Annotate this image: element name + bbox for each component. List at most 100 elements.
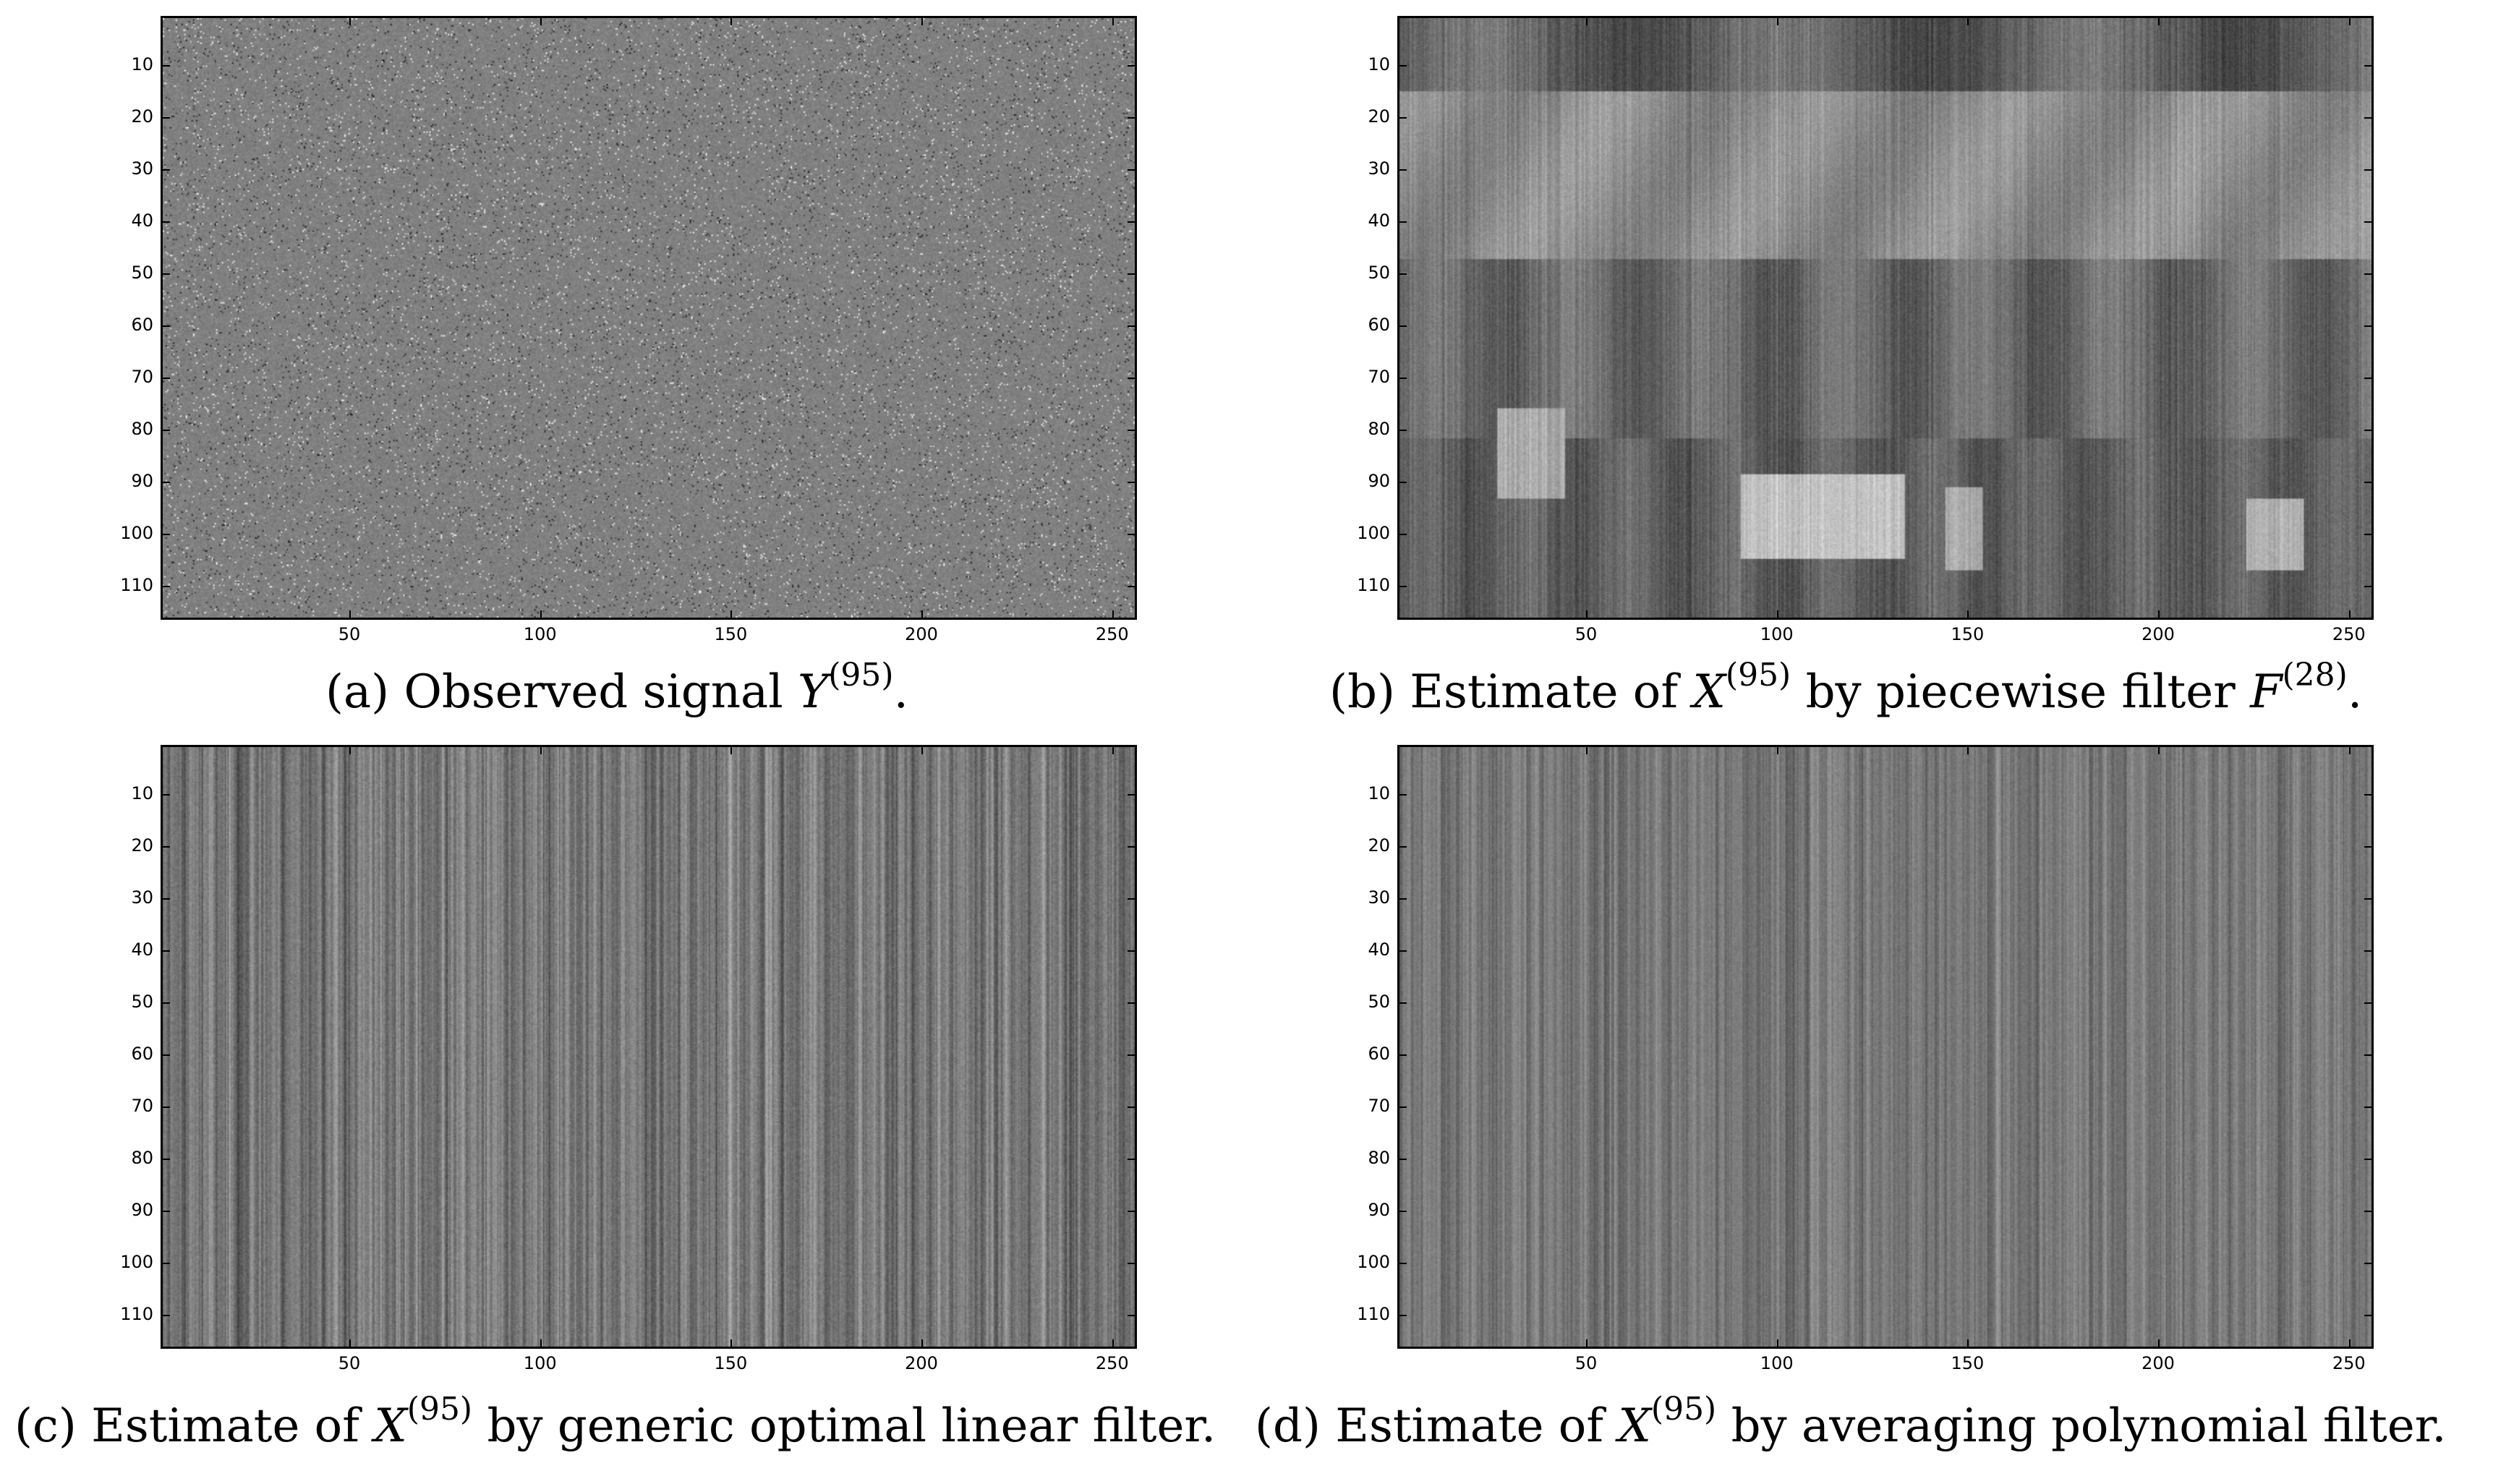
- x-tick-label: 150: [714, 1353, 748, 1373]
- caption-c: (c) Estimate of X(95) by generic optimal…: [14, 1394, 1216, 1454]
- y-tick-label: 50: [131, 992, 153, 1012]
- x-tick-mark: [2348, 18, 2351, 25]
- y-tick-label: 90: [1368, 471, 1390, 492]
- y-tick-label: 20: [1368, 835, 1390, 856]
- y-tick-label: 110: [120, 575, 153, 596]
- y-tick-mark: [1128, 1159, 1135, 1161]
- caption-d: (d) Estimate of X(95) by averaging polyn…: [1255, 1394, 2447, 1454]
- x-tick-mark: [921, 747, 924, 754]
- y-tick-mark: [1399, 1159, 1407, 1161]
- y-tick-mark: [1399, 169, 1407, 171]
- y-tick-label: 10: [1368, 783, 1390, 804]
- y-tick-mark: [163, 1263, 170, 1265]
- x-tick-mark: [540, 610, 542, 618]
- y-tick-label: 60: [1368, 315, 1390, 336]
- y-tick-label: 80: [131, 419, 153, 440]
- y-tick-mark: [2364, 898, 2371, 900]
- caption-b: (b) Estimate of X(95) by piecewise filte…: [1329, 660, 2362, 720]
- y-tick-mark: [163, 378, 170, 380]
- caption-a: (a) Observed signal Y(95).: [325, 660, 908, 720]
- y-tick-label: 30: [131, 158, 153, 179]
- x-tick-mark: [1776, 747, 1778, 754]
- x-tick-mark: [1776, 1339, 1778, 1347]
- x-tick-mark: [1586, 747, 1588, 754]
- y-tick-mark: [1128, 117, 1135, 119]
- x-tick-mark: [349, 1339, 351, 1347]
- y-tick-mark: [2364, 950, 2371, 952]
- y-tick-mark: [163, 1159, 170, 1161]
- y-tick-mark: [1399, 1002, 1407, 1005]
- x-tick-mark: [1967, 610, 1969, 618]
- y-tick-mark: [1399, 586, 1407, 588]
- y-tick-mark: [2364, 1002, 2371, 1005]
- y-tick-mark: [1399, 65, 1407, 67]
- x-tick-label: 250: [1095, 624, 1129, 644]
- caption-d-var: X: [1618, 1399, 1651, 1453]
- x-tick-mark: [1112, 1339, 1114, 1347]
- y-tick-label: 60: [131, 1044, 153, 1065]
- x-tick-label: 50: [1574, 624, 1598, 644]
- y-tick-label: 20: [1368, 106, 1390, 127]
- y-tick-label: 20: [131, 835, 153, 856]
- y-tick-mark: [1128, 794, 1135, 796]
- y-tick-label: 70: [131, 367, 153, 388]
- y-tick-mark: [1399, 482, 1407, 484]
- x-tick-mark: [1586, 610, 1588, 618]
- caption-a-var: Y: [798, 665, 829, 719]
- y-tick-mark: [1128, 1002, 1135, 1005]
- y-tick-mark: [1128, 1211, 1135, 1213]
- y-tick-mark: [163, 950, 170, 952]
- y-tick-mark: [2364, 1054, 2371, 1057]
- x-tick-mark: [2348, 747, 2351, 754]
- y-tick-label: 90: [131, 471, 153, 492]
- y-tick-label: 110: [120, 1304, 153, 1325]
- x-tick-mark: [730, 1339, 733, 1347]
- x-tick-mark: [730, 747, 733, 754]
- x-tick-label: 100: [523, 624, 557, 644]
- y-tick-label: 110: [1357, 575, 1390, 596]
- x-tick-mark: [1112, 18, 1114, 25]
- caption-b-mid: by piecewise filter: [1791, 665, 2251, 719]
- caption-b-sup2: (28): [2282, 657, 2348, 694]
- x-tick-label: 50: [338, 1353, 361, 1373]
- x-tick-mark: [730, 610, 733, 618]
- image-plot-observed-signal: [161, 16, 1137, 620]
- y-tick-label: 40: [1368, 210, 1390, 231]
- y-tick-mark: [163, 794, 170, 796]
- y-tick-mark: [163, 586, 170, 588]
- y-tick-label: 80: [1368, 419, 1390, 440]
- y-tick-mark: [2364, 534, 2371, 536]
- y-tick-mark: [163, 482, 170, 484]
- x-tick-label: 150: [714, 624, 748, 644]
- y-tick-mark: [163, 1106, 170, 1109]
- y-tick-label: 30: [1368, 158, 1390, 179]
- caption-b-text: (b) Estimate of: [1329, 665, 1693, 719]
- y-tick-label: 100: [1357, 1252, 1390, 1273]
- x-tick-mark: [1586, 1339, 1588, 1347]
- x-tick-mark: [1586, 18, 1588, 25]
- y-tick-label: 100: [120, 1252, 153, 1273]
- y-tick-mark: [163, 1002, 170, 1005]
- y-tick-mark: [1128, 846, 1135, 848]
- x-tick-mark: [921, 1339, 924, 1347]
- y-tick-mark: [1128, 1263, 1135, 1265]
- y-tick-label: 60: [131, 315, 153, 336]
- x-tick-label: 250: [2332, 624, 2366, 644]
- y-tick-label: 30: [131, 887, 153, 908]
- y-tick-mark: [163, 65, 170, 67]
- image-plot-generic-linear-estimate: [161, 745, 1137, 1349]
- x-tick-mark: [1776, 18, 1778, 25]
- x-tick-mark: [2158, 18, 2160, 25]
- y-tick-mark: [1128, 534, 1135, 536]
- y-tick-label: 50: [131, 263, 153, 283]
- x-tick-mark: [540, 747, 542, 754]
- y-tick-mark: [1399, 1315, 1407, 1317]
- x-tick-label: 100: [523, 1353, 557, 1373]
- y-tick-mark: [1128, 378, 1135, 380]
- y-tick-mark: [2364, 1263, 2371, 1265]
- x-tick-label: 50: [1574, 1353, 1598, 1373]
- y-tick-mark: [163, 325, 170, 328]
- image-canvas-c: [163, 747, 1135, 1347]
- x-tick-mark: [540, 18, 542, 25]
- y-tick-mark: [1128, 273, 1135, 276]
